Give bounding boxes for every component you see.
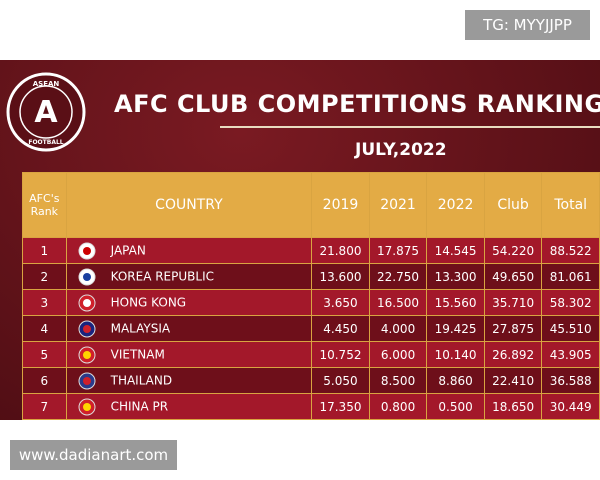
table-row: 4 MALAYSIA 4.450 4.000 19.425 27.875 45.510 [22,315,600,342]
country-cell: HONG KONG [65,289,313,316]
country-cell: CHINA PR [65,393,313,420]
value-cell: 10.752 [311,341,370,368]
value-cell: 0.800 [368,393,428,420]
date: JULY,2022 [355,140,447,160]
value-cell: 19.425 [426,315,485,342]
value-cell: 81.061 [541,263,600,290]
country-name: CHINA PR [110,399,169,413]
country-name: MALAYSIA [110,321,171,335]
flag [78,242,96,259]
header-cell: Total [541,172,600,238]
flag [78,320,96,337]
country-cell: MALAYSIA [65,315,313,342]
header-cell: AFC's Rank [22,172,67,238]
country-cell: THAILAND [65,367,313,394]
flag [78,372,96,389]
flag [78,294,96,311]
table-row: 5 VIETNAM 10.752 6.000 10.140 26.892 43.905 [22,341,600,368]
value-cell: 49.650 [483,263,543,290]
value-cell: 15.560 [426,289,485,316]
value-cell: 26.892 [483,341,543,368]
value-cell: 27.875 [483,315,543,342]
title-underline [220,126,600,128]
value-cell: 0.500 [426,393,485,420]
header-cell: 2022 [426,172,485,238]
table-row: 3 HONG KONG 3.650 16.500 15.560 35.710 58.302 [22,289,600,316]
value-cell: 35.710 [483,289,543,316]
header-row: AFC's Rank COUNTRY 2019 2021 2022 Club Total [22,172,600,238]
value-cell: 18.650 [483,393,543,420]
value-cell: 22.750 [368,263,428,290]
logo-bottom: FOOTBALL [28,139,63,146]
header-cell: COUNTRY [65,172,313,238]
watermark-top: TG: MYYJJPP [465,10,590,40]
value-cell: 45.510 [541,315,600,342]
country-cell: KOREA REPUBLIC [65,263,313,290]
value-cell: 54.220 [483,237,543,264]
country-name: THAILAND [110,373,173,387]
header-cell: 2019 [311,172,370,238]
country-cell: JAPAN [65,237,313,264]
value-cell: 88.522 [541,237,600,264]
country-cell: VIETNAM [65,341,313,368]
value-cell: 17.875 [368,237,428,264]
watermark-bottom: www.dadianart.com [10,440,177,470]
value-cell: 13.600 [311,263,370,290]
value-cell: 30.449 [541,393,600,420]
flag [78,268,96,285]
value-cell: 6.000 [368,341,428,368]
value-cell: 4.450 [311,315,370,342]
country-name: HONG KONG [110,295,187,309]
value-cell: 1 [22,237,67,264]
logo: ASEAN A FOOTBALL [6,72,86,152]
table-row: 6 THAILAND 5.050 8.500 8.860 22.410 36.588 [22,367,600,394]
value-cell: 3.650 [311,289,370,316]
logo-top: ASEAN [33,80,60,88]
country-name: JAPAN [110,243,146,257]
value-cell: 8.500 [368,367,428,394]
title: AFC CLUB COMPETITIONS RANKING - E [114,90,600,118]
value-cell: 4 [22,315,67,342]
table-row: 2 KOREA REPUBLIC 13.600 22.750 13.300 49.650 8… [22,263,600,290]
country-name: VIETNAM [110,347,165,361]
value-cell: 4.000 [368,315,428,342]
flag [78,398,96,415]
value-cell: 10.140 [426,341,485,368]
logo-ring [6,72,86,152]
value-cell: 13.300 [426,263,485,290]
ranking-table: AFC's Rank COUNTRY 2019 2021 2022 Club Total 1… [22,172,600,420]
value-cell: 5.050 [311,367,370,394]
value-cell: 3 [22,289,67,316]
table-body: 1 JAPAN 21.800 17.875 14.545 54.220 88.522 2 KOR… [22,237,600,420]
value-cell: 14.545 [426,237,485,264]
value-cell: 21.800 [311,237,370,264]
flag [78,346,96,363]
value-cell: 16.500 [368,289,428,316]
value-cell: 36.588 [541,367,600,394]
logo-letter: A [34,95,58,130]
country-name: KOREA REPUBLIC [110,269,214,283]
ranking-panel: ASEAN A FOOTBALL AFC CLUB COMPETITIONS R… [0,60,600,420]
value-cell: 2 [22,263,67,290]
table-row: 7 CHINA PR 17.350 0.800 0.500 18.650 30.449 [22,393,600,420]
table-row: 1 JAPAN 21.800 17.875 14.545 54.220 88.522 [22,237,600,264]
value-cell: 43.905 [541,341,600,368]
header-cell: 2021 [368,172,428,238]
value-cell: 17.350 [311,393,370,420]
value-cell: 8.860 [426,367,485,394]
header-cell: Club [483,172,543,238]
value-cell: 58.302 [541,289,600,316]
value-cell: 6 [22,367,67,394]
logo-inner [19,85,73,139]
value-cell: 5 [22,341,67,368]
value-cell: 7 [22,393,67,420]
value-cell: 22.410 [483,367,543,394]
